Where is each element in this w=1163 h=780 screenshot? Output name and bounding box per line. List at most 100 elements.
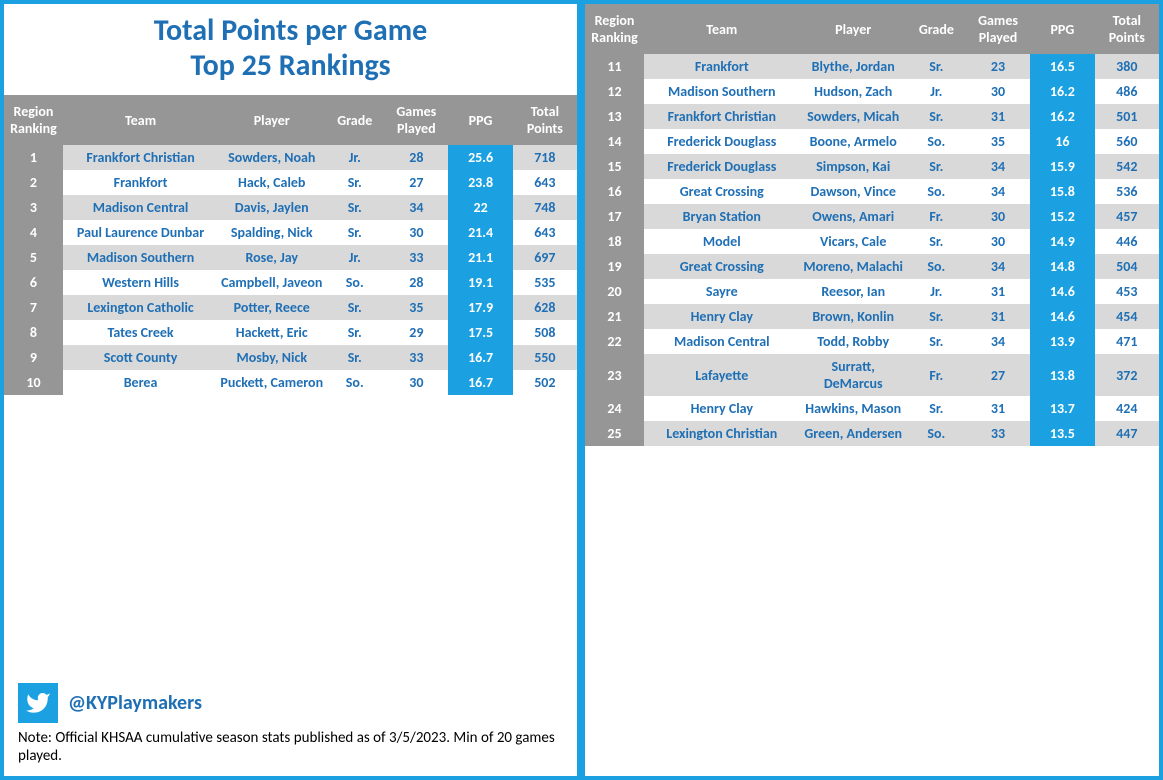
cell-grade: Sr.: [907, 104, 966, 129]
cell-team: Bryan Station: [644, 204, 800, 229]
cell-team: Berea: [63, 370, 218, 395]
cell-games: 30: [966, 229, 1030, 254]
cell-total: 748: [513, 195, 577, 220]
table-row: 16Great CrossingDawson, VinceSo.3415.853…: [585, 179, 1159, 204]
cell-total: 447: [1095, 421, 1159, 446]
cell-player: Blythe, Jordan: [800, 54, 907, 79]
cell-team: Madison Southern: [63, 245, 218, 270]
twitter-handle: @KYPlaymakers: [68, 691, 202, 715]
cell-grade: Fr.: [907, 204, 966, 229]
cell-team: Great Crossing: [644, 254, 800, 279]
title-block: Total Points per Game Top 25 Rankings: [4, 4, 577, 95]
cell-player: Puckett, Cameron: [218, 370, 325, 395]
cell-team: Frankfort: [644, 54, 800, 79]
table-row: 4Paul Laurence DunbarSpalding, NickSr.30…: [4, 220, 577, 245]
cell-grade: Sr.: [907, 229, 966, 254]
cell-grade: So.: [907, 179, 966, 204]
cell-player: Owens, Amari: [800, 204, 907, 229]
cell-ppg: 13.8: [1030, 354, 1094, 396]
cell-team: Frederick Douglass: [644, 154, 800, 179]
cell-player: Brown, Konlin: [800, 304, 907, 329]
table-row: 21Henry ClayBrown, KonlinSr.3114.6454: [585, 304, 1159, 329]
table-row: 9Scott CountyMosby, NickSr.3316.7550: [4, 345, 577, 370]
cell-team: Tates Creek: [63, 320, 218, 345]
cell-games: 23: [966, 54, 1030, 79]
col-header-games: Games Played: [966, 4, 1030, 54]
cell-grade: So.: [325, 370, 384, 395]
table-header-row: Region Ranking Team Player Grade Games P…: [4, 95, 577, 145]
cell-total: 643: [513, 220, 577, 245]
table-row: 20SayreReesor, IanJr.3114.6453: [585, 279, 1159, 304]
cell-player: Todd, Robby: [800, 329, 907, 354]
cell-grade: Jr.: [325, 245, 384, 270]
cell-player: Sowders, Micah: [800, 104, 907, 129]
cell-rank: 24: [585, 396, 644, 421]
cell-ppg: 15.2: [1030, 204, 1094, 229]
cell-games: 30: [384, 220, 448, 245]
cell-rank: 2: [4, 170, 63, 195]
col-header-grade: Grade: [325, 95, 384, 145]
cell-games: 34: [966, 329, 1030, 354]
cell-player: Potter, Reece: [218, 295, 325, 320]
cell-ppg: 25.6: [448, 145, 512, 170]
table-row: 6Western HillsCampbell, JaveonSo.2819.15…: [4, 270, 577, 295]
title-line-2: Top 25 Rankings: [4, 49, 577, 84]
cell-total: 486: [1095, 79, 1159, 104]
table-row: 23LafayetteSurratt, DeMarcusFr.2713.8372: [585, 354, 1159, 396]
cell-rank: 20: [585, 279, 644, 304]
cell-rank: 15: [585, 154, 644, 179]
cell-total: 454: [1095, 304, 1159, 329]
cell-total: 718: [513, 145, 577, 170]
cell-ppg: 14.9: [1030, 229, 1094, 254]
cell-team: Frederick Douglass: [644, 129, 800, 154]
cell-grade: Sr.: [325, 195, 384, 220]
cell-games: 34: [966, 179, 1030, 204]
rankings-table-right: Region Ranking Team Player Grade Games P…: [585, 4, 1159, 446]
footnote: Note: Official KHSAA cumulative season s…: [18, 729, 563, 767]
table-row: 2FrankfortHack, CalebSr.2723.8643: [4, 170, 577, 195]
cell-total: 457: [1095, 204, 1159, 229]
cell-team: Frankfort Christian: [644, 104, 800, 129]
cell-ppg: 15.8: [1030, 179, 1094, 204]
cell-rank: 17: [585, 204, 644, 229]
cell-grade: Sr.: [325, 220, 384, 245]
cell-ppg: 16.5: [1030, 54, 1094, 79]
cell-grade: Sr.: [907, 154, 966, 179]
cell-player: Dawson, Vince: [800, 179, 907, 204]
cell-team: Scott County: [63, 345, 218, 370]
cell-player: Simpson, Kai: [800, 154, 907, 179]
cell-ppg: 13.5: [1030, 421, 1094, 446]
cell-games: 27: [966, 354, 1030, 396]
left-panel: Total Points per Game Top 25 Rankings Re…: [0, 0, 581, 780]
cell-rank: 21: [585, 304, 644, 329]
col-header-team: Team: [644, 4, 800, 54]
cell-games: 28: [384, 270, 448, 295]
table-row: 19Great CrossingMoreno, MalachiSo.3414.8…: [585, 254, 1159, 279]
cell-grade: Jr.: [907, 279, 966, 304]
cell-grade: So.: [325, 270, 384, 295]
col-header-team: Team: [63, 95, 218, 145]
table-row: 8Tates CreekHackett, EricSr.2917.5508: [4, 320, 577, 345]
cell-games: 31: [966, 304, 1030, 329]
col-header-ppg: PPG: [448, 95, 512, 145]
cell-total: 501: [1095, 104, 1159, 129]
cell-games: 33: [966, 421, 1030, 446]
cell-team: Great Crossing: [644, 179, 800, 204]
cell-player: Surratt, DeMarcus: [800, 354, 907, 396]
table-row: 10BereaPuckett, CameronSo.3016.7502: [4, 370, 577, 395]
cell-games: 30: [384, 370, 448, 395]
cell-games: 33: [384, 345, 448, 370]
cell-games: 30: [966, 204, 1030, 229]
col-header-total: Total Points: [1095, 4, 1159, 54]
cell-rank: 8: [4, 320, 63, 345]
cell-total: 535: [513, 270, 577, 295]
cell-grade: Sr.: [907, 396, 966, 421]
col-header-games: Games Played: [384, 95, 448, 145]
table-row: 24Henry ClayHawkins, MasonSr.3113.7424: [585, 396, 1159, 421]
cell-ppg: 14.6: [1030, 279, 1094, 304]
cell-games: 31: [966, 104, 1030, 129]
col-header-player: Player: [800, 4, 907, 54]
cell-team: Frankfort: [63, 170, 218, 195]
cell-ppg: 23.8: [448, 170, 512, 195]
cell-rank: 5: [4, 245, 63, 270]
